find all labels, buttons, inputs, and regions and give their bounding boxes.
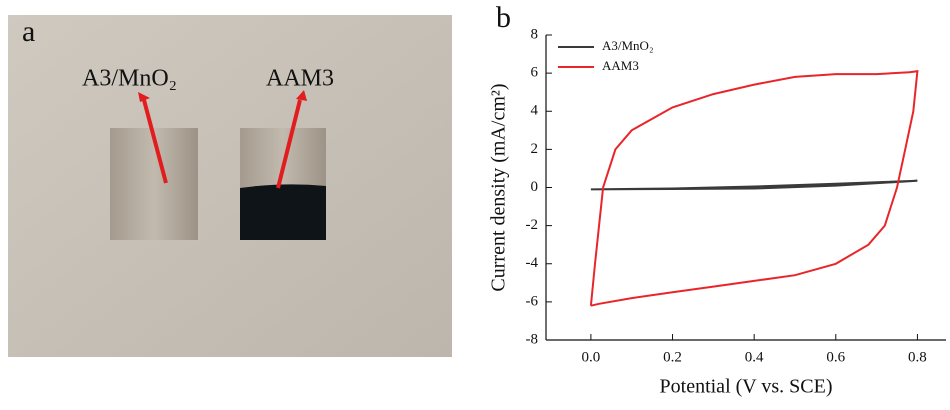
x-tick-label: 0.2 [663, 349, 682, 365]
photo [8, 15, 452, 357]
x-tick-label: 0.0 [582, 349, 601, 365]
series-line [589, 70, 919, 307]
arrow [276, 99, 302, 189]
arrow-head [296, 90, 307, 101]
y-tick-label: -4 [526, 255, 539, 271]
panel-label: a [22, 15, 35, 48]
legend-label: A3/MnO₂ [602, 38, 653, 53]
y-tick-label: 6 [531, 65, 539, 81]
sample-label: A3/MnO₂ [82, 66, 177, 92]
x-tick-label: 0.6 [826, 349, 845, 365]
y-tick-label: 2 [531, 141, 539, 157]
coating [240, 184, 326, 240]
y-axis-label: Current density (mA/cm²) [488, 83, 510, 291]
x-tick-label: 0.4 [745, 349, 764, 365]
arrow [142, 99, 168, 184]
y-tick-label: 0 [531, 179, 539, 195]
y-tick-label: -2 [526, 217, 539, 233]
y-tick-label: 8 [531, 26, 539, 42]
y-tick-label: -8 [526, 331, 539, 347]
sample-a3 [110, 128, 198, 240]
sample-label: AAM3 [266, 66, 334, 92]
arrow-head [138, 92, 150, 102]
x-axis-label: Potential (V vs. SCE) [660, 376, 833, 398]
panel-label: b [496, 1, 511, 34]
y-tick-label: 4 [531, 103, 539, 119]
series-line [590, 179, 918, 191]
x-tick-label: 0.8 [908, 349, 927, 365]
y-tick-label: -6 [526, 293, 539, 309]
legend-label: AAM3 [602, 58, 639, 73]
